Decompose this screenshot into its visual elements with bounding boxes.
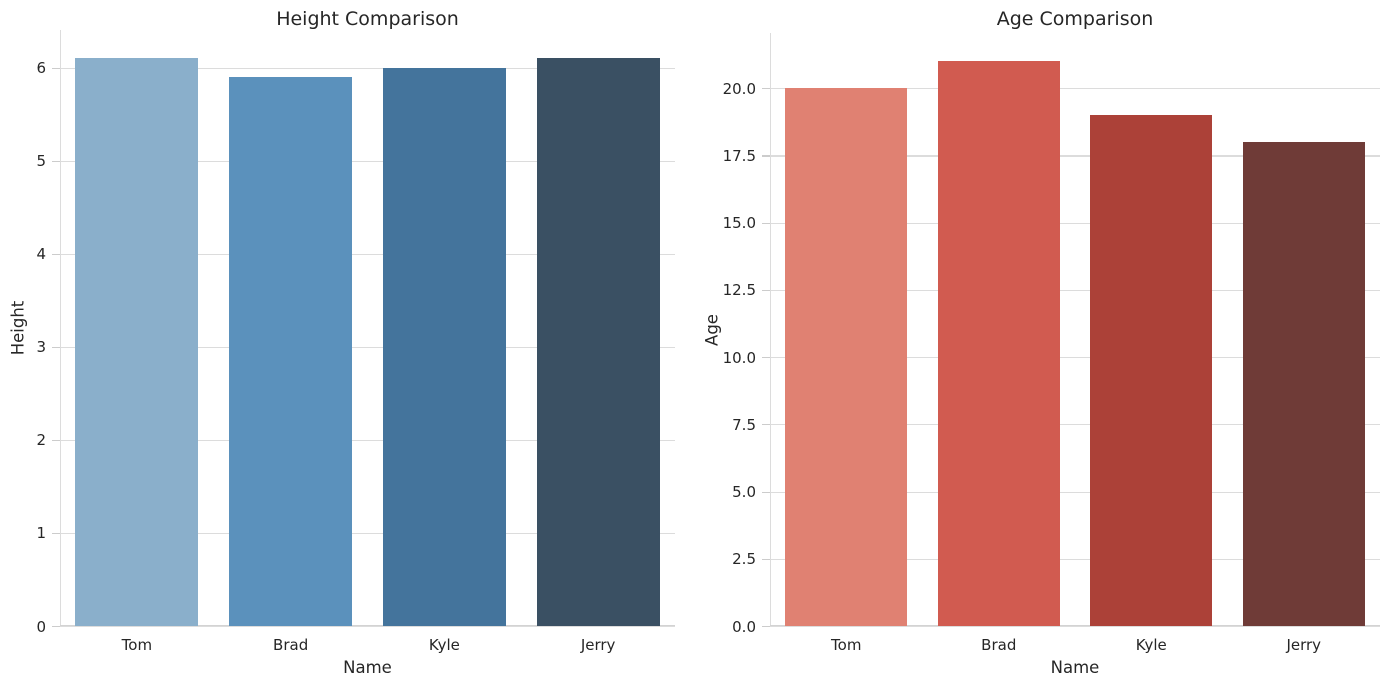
plot-area (60, 30, 675, 628)
y-tick-label: 5 (36, 152, 46, 171)
y-tick-label: 2 (36, 431, 46, 450)
x-tick-label: Tom (121, 636, 153, 654)
bar-jerry (536, 58, 660, 626)
bar-brad (937, 61, 1060, 626)
y-tick-mark (52, 67, 60, 69)
y-tick-mark (52, 626, 60, 628)
left-spine (60, 30, 61, 626)
y-tick-label: 10.0 (722, 348, 756, 367)
bar-brad (229, 76, 353, 626)
gridline (60, 346, 675, 349)
gridline (770, 88, 1380, 90)
bottom-spine (60, 625, 675, 627)
y-tick-label: 12.5 (722, 281, 756, 300)
gridline (60, 253, 675, 255)
y-axis-label: Age (702, 313, 722, 346)
y-tick-label: 0.0 (732, 617, 756, 636)
y-tick-mark (52, 253, 60, 255)
gridline (770, 289, 1380, 292)
y-tick-mark (762, 558, 770, 560)
y-tick-label: 7.5 (732, 415, 756, 434)
chart-title: Age Comparison (996, 8, 1154, 30)
x-axis-label: Name (343, 658, 392, 677)
plot-area (770, 33, 1380, 628)
y-tick-mark (762, 88, 770, 90)
gridline (60, 626, 675, 628)
bar-kyle (1090, 115, 1213, 626)
gridline (60, 67, 675, 69)
y-tick-label: 17.5 (722, 146, 756, 165)
x-tick-label: Kyle (1135, 636, 1167, 654)
y-tick-label: 6 (36, 59, 46, 78)
y-tick-mark (762, 424, 770, 426)
y-tick-mark (762, 626, 770, 628)
y-tick-mark (52, 439, 60, 442)
y-tick-mark (762, 222, 770, 224)
gridline (770, 155, 1380, 157)
gridline (60, 439, 675, 442)
left-spine (770, 33, 771, 626)
y-tick-label: 15.0 (722, 214, 756, 233)
chart-title: Height Comparison (276, 8, 459, 30)
x-tick-label: Kyle (428, 636, 460, 654)
bar-jerry (1242, 141, 1365, 626)
gridline (770, 424, 1380, 426)
gridline (60, 160, 675, 162)
bottom-spine (770, 625, 1380, 627)
y-tick-mark (52, 346, 60, 349)
y-tick-label: 3 (36, 338, 46, 357)
gridline (60, 532, 675, 535)
bar-tom (785, 88, 908, 626)
y-tick-label: 20.0 (722, 79, 756, 98)
y-tick-label: 2.5 (732, 550, 756, 569)
gridline (770, 626, 1380, 628)
y-tick-label: 0 (36, 617, 46, 636)
x-tick-label: Jerry (580, 636, 616, 654)
y-tick-label: 4 (36, 245, 46, 264)
y-tick-mark (762, 491, 770, 493)
bar-kyle (382, 67, 506, 626)
x-tick-label: Tom (831, 636, 862, 654)
x-tick-label: Jerry (1286, 636, 1322, 654)
y-tick-mark (52, 160, 60, 162)
y-tick-mark (52, 532, 60, 535)
y-tick-mark (762, 155, 770, 157)
bar-tom (75, 58, 199, 626)
y-tick-mark (762, 289, 770, 292)
gridline (770, 222, 1380, 224)
x-axis-label: Name (1050, 658, 1100, 677)
gridline (770, 357, 1380, 359)
y-tick-label: 1 (36, 524, 46, 543)
gridline (770, 491, 1380, 493)
y-tick-label: 5.0 (732, 483, 756, 502)
y-tick-mark (762, 357, 770, 359)
x-tick-label: Brad (981, 636, 1017, 654)
gridline (770, 558, 1380, 560)
x-tick-label: Brad (273, 636, 309, 654)
